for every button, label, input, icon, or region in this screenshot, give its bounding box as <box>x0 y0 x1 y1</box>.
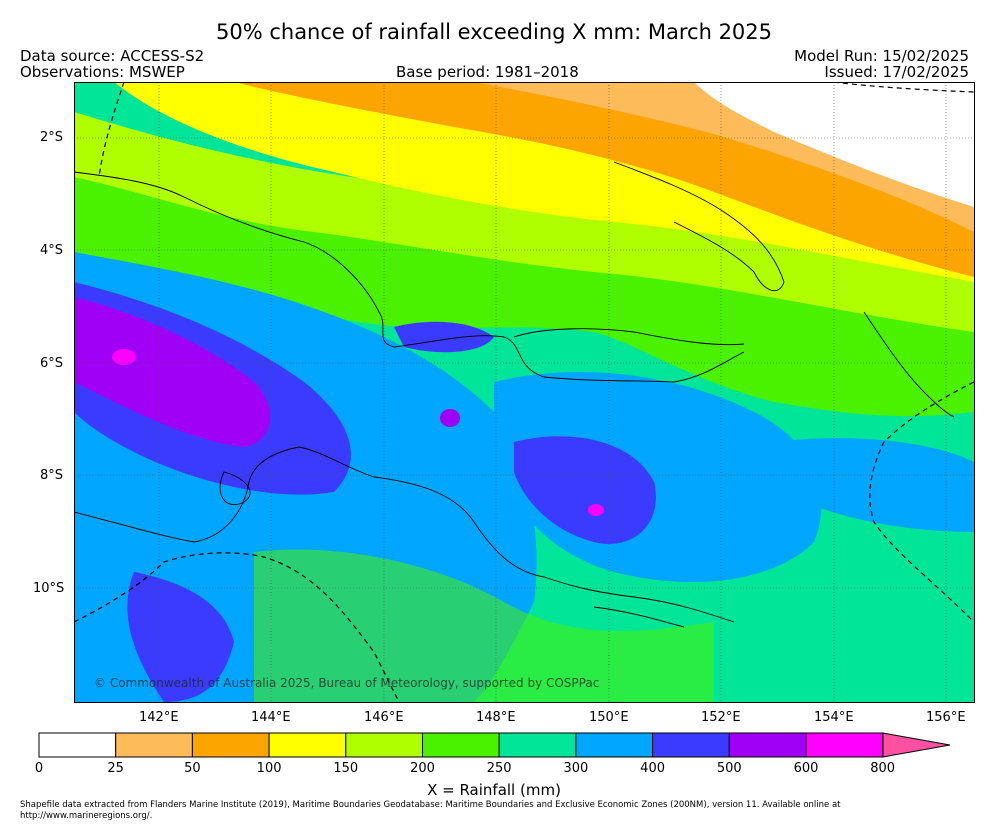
rainfall-map-canvas <box>74 82 974 702</box>
colorbar-cells <box>38 732 884 758</box>
colorbar-tick-label: 300 <box>563 761 589 776</box>
colorbar-label: X = Rainfall (mm) <box>427 781 561 799</box>
lat-tick-label: 8°S <box>40 468 64 483</box>
map-border <box>74 82 975 703</box>
colorbar-cell <box>345 732 423 758</box>
colorbar-cell <box>575 732 654 758</box>
lon-tick-label: 146°E <box>364 710 404 725</box>
base-period-text: Base period: 1981–2018 <box>396 63 579 81</box>
rainfall-band-400-500-north <box>394 321 494 353</box>
model-run-text: Model Run: 15/02/2025 <box>794 47 969 65</box>
colorbar-tick-label: 100 <box>256 761 282 776</box>
colorbar-tick-label: 0 <box>34 761 44 776</box>
colorbar <box>38 732 951 758</box>
lat-tick-label: 4°S <box>40 243 64 258</box>
colorbar-tick-label: 200 <box>410 761 435 776</box>
data-source-text: Data source: ACCESS-S2 <box>20 47 205 65</box>
colorbar-tick-label: 600 <box>793 761 819 776</box>
lon-tick-label: 150°E <box>589 710 629 725</box>
colorbar-cell <box>422 732 500 758</box>
rainfall-band-300-400-east <box>774 438 974 532</box>
eez-boundary-northeast <box>833 82 974 93</box>
colorbar-cell <box>268 732 347 758</box>
lat-tick-label: 10°S <box>33 581 65 596</box>
colorbar-cell <box>498 732 577 758</box>
rainfall-band-0-25 <box>694 82 974 207</box>
lat-tick-label: 2°S <box>40 130 64 145</box>
lon-tick-label: 144°E <box>251 710 291 725</box>
colorbar-cell <box>115 732 193 758</box>
colorbar-tick-label: 50 <box>184 761 201 776</box>
rainfall-band-150-200 <box>74 112 974 332</box>
lat-tick-label: 6°S <box>40 356 64 371</box>
colorbar-tick-label: 250 <box>486 761 512 776</box>
rainfall-band-200-250-south <box>254 549 714 702</box>
colorbar-cell <box>652 732 730 758</box>
lon-tick-label: 142°E <box>139 710 179 725</box>
colorbar-cell <box>728 732 807 758</box>
coastline-louisiades <box>593 606 685 628</box>
rainfall-band-500-600-spot <box>440 409 460 427</box>
rainfall-band-600-800-b <box>588 504 604 516</box>
lon-tick-label: 154°E <box>814 710 854 725</box>
colorbar-cell <box>191 732 270 758</box>
eez-boundary-south <box>74 552 400 702</box>
issued-text: Issued: 17/02/2025 <box>824 63 969 81</box>
rainfall-band-400-500-south <box>127 572 234 702</box>
lon-tick-label: 156°E <box>926 710 966 725</box>
rainfall-band-600-800-a <box>112 349 136 365</box>
coastline-south-new-guinea <box>74 446 735 623</box>
coastline-new-ireland <box>613 161 785 292</box>
maritime-boundaries <box>74 82 974 702</box>
lon-tick-label: 148°E <box>476 710 516 725</box>
colorbar-tick-label: 150 <box>333 761 359 776</box>
rainfall-band-500-600 <box>74 297 271 447</box>
lon-tick-label: 152°E <box>701 710 741 725</box>
rainfall-map: © Commonwealth of Australia 2025, Bureau… <box>74 82 974 702</box>
coastline-new-britain <box>513 328 745 346</box>
colorbar-extend-arrow <box>882 732 951 758</box>
copyright-notice: © Commonwealth of Australia 2025, Bureau… <box>94 676 600 690</box>
footer-attribution: Shapefile data extracted from Flanders M… <box>20 800 841 821</box>
colorbar-tick-label: 400 <box>640 761 665 776</box>
observations-text: Observations: MSWEP <box>20 63 185 81</box>
colorbar-cell <box>805 732 884 758</box>
colorbar-tick-label: 25 <box>107 761 124 776</box>
colorbar-cell <box>38 732 117 758</box>
rainfall-band-400-500-central <box>514 436 656 544</box>
coastline-island <box>219 471 251 506</box>
coastline-north-new-guinea <box>74 171 745 383</box>
coastline-bougainville <box>863 311 955 418</box>
map-title: 50% chance of rainfall exceeding X mm: M… <box>215 20 773 44</box>
colorbar-tick-label: 800 <box>870 761 896 776</box>
coastlines <box>74 161 955 628</box>
eez-boundary-west <box>98 82 125 178</box>
colorbar-tick-label: 500 <box>716 761 742 776</box>
